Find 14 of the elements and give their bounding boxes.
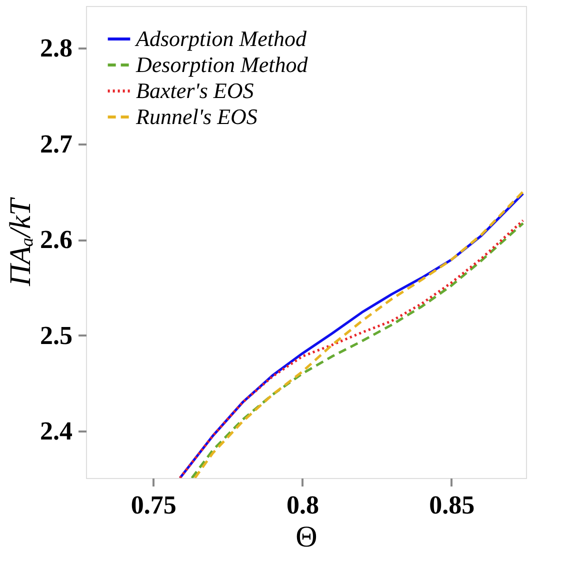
legend-label: Adsorption Method <box>134 26 308 51</box>
legend-label: Baxter's EOS <box>136 78 254 103</box>
y-tick-label: 2.6 <box>40 225 72 254</box>
x-tick-label: 0.8 <box>286 490 320 520</box>
y-axis-title: ΠAₐ/kT <box>4 196 37 288</box>
y-tick-label: 2.4 <box>40 416 72 446</box>
y-tick-label: 2.5 <box>40 320 72 350</box>
x-axis-title: Θ <box>296 520 318 554</box>
legend-label: Runnel's EOS <box>135 104 258 129</box>
x-tick-label: 0.75 <box>130 490 176 520</box>
legend-label: Desorption Method <box>135 52 309 77</box>
y-tick-label: 2.7 <box>40 129 72 158</box>
y-tick-label: 2.8 <box>40 34 72 63</box>
x-tick-label: 0.85 <box>429 490 475 520</box>
